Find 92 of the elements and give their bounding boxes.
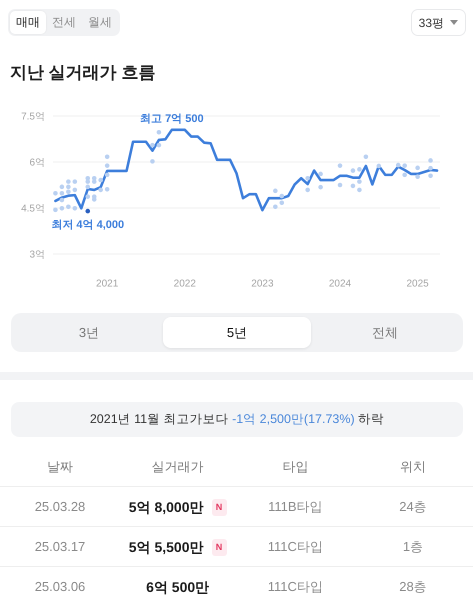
text: 25.03.28: [34, 499, 86, 514]
y-tick-label: 6억: [29, 158, 45, 168]
point: [396, 162, 401, 168]
text: 24층: [399, 499, 427, 514]
point: [357, 167, 362, 172]
point: [85, 184, 90, 190]
point: [357, 188, 362, 192]
point: [66, 204, 71, 210]
point: [98, 178, 103, 182]
point: [60, 206, 64, 211]
text: 25.03.17: [34, 539, 86, 554]
point: [305, 176, 310, 181]
point: [60, 198, 64, 202]
point: [98, 188, 103, 192]
point: [60, 184, 64, 190]
text: 2021년 11월 최고가보다: [90, 412, 229, 426]
point: [428, 166, 433, 170]
text: 33평: [418, 16, 444, 30]
point: [72, 206, 78, 211]
point: [66, 189, 71, 194]
category-label: 5년: [226, 325, 248, 340]
point: [350, 168, 356, 173]
text: 5억 8,000만: [128, 499, 204, 515]
x-tick-label: 2022: [174, 278, 196, 290]
point: [305, 188, 310, 192]
y-tick-label: 3억: [29, 250, 45, 260]
point: [318, 184, 323, 190]
chart-title: 지난 실거래가 흐름: [10, 62, 156, 84]
text: 하락: [358, 412, 384, 426]
point: [273, 204, 278, 210]
point: [156, 130, 162, 135]
point: [428, 174, 433, 178]
x-tick-label: 2025: [406, 278, 430, 290]
point: [85, 208, 90, 214]
point: [318, 172, 323, 176]
y-tick-label: 4.5억: [21, 204, 45, 214]
point: [273, 188, 278, 194]
category-label: 타입: [281, 459, 310, 475]
point: [350, 184, 356, 188]
point: [150, 142, 155, 148]
category-label: 위치: [399, 459, 427, 475]
point: [150, 159, 155, 164]
point: [364, 154, 368, 160]
text: 6억 500만: [146, 579, 210, 595]
text: 111B타입: [268, 499, 323, 514]
x-tick-label: 2021: [96, 278, 119, 290]
text: -1억 2,500만(17.73%): [232, 412, 355, 426]
point: [402, 172, 407, 178]
point: [280, 200, 284, 206]
point: [338, 163, 342, 168]
category-label: 3년: [78, 325, 100, 340]
point: [104, 154, 110, 160]
category-label: 날짜: [46, 459, 74, 475]
point: [338, 182, 342, 188]
point: [415, 166, 420, 170]
point: [85, 194, 90, 199]
x-tick-label: 2023: [251, 278, 274, 290]
text: 111C타입: [268, 539, 323, 554]
category-label: 매매: [10, 11, 46, 34]
point: [402, 163, 407, 168]
point: [376, 164, 382, 168]
point: [60, 190, 64, 196]
badge: N: [212, 538, 227, 556]
text: 1층: [402, 539, 424, 554]
point: [53, 190, 58, 196]
point: [104, 163, 110, 168]
point: [72, 188, 78, 192]
x-tick-label: 2024: [328, 278, 352, 290]
point: [357, 179, 362, 184]
text: 28층: [399, 579, 427, 594]
category-label: 전체: [372, 325, 398, 340]
point: [156, 142, 162, 148]
badge: N: [212, 498, 227, 516]
category-label: 월세: [87, 14, 113, 31]
y-tick-label: 7.5억: [21, 112, 45, 122]
point: [104, 172, 110, 178]
text: 5억 5,500만: [128, 539, 204, 555]
annotation: 최고 7억 500: [140, 112, 204, 125]
category-label: 실거래가: [150, 459, 205, 475]
point: [66, 184, 71, 190]
point: [104, 186, 110, 192]
category-label: 전세: [51, 14, 77, 31]
point: [53, 208, 58, 212]
point: [66, 179, 71, 184]
point: [280, 194, 284, 198]
line-series: [54, 128, 438, 212]
point: [72, 179, 78, 184]
point: [415, 174, 420, 180]
point: [428, 158, 433, 163]
annotation: 최저 4억 4,000: [51, 219, 124, 232]
text: 111C타입: [268, 579, 323, 594]
text: 25.03.06: [34, 579, 86, 594]
